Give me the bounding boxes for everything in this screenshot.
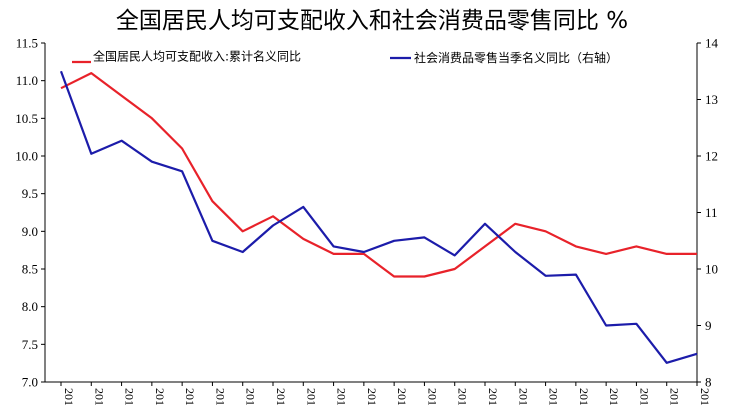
legend: 全国居民人均可支配收入:累计名义同比 社会消费品零售当季名义同比（右轴） <box>72 49 618 65</box>
x-tick-label: 201 <box>183 388 197 405</box>
x-tick-label: 201 <box>213 388 227 405</box>
legend-label-retail: 社会消费品零售当季名义同比（右轴） <box>414 50 618 65</box>
left-tick-label: 8.0 <box>22 299 38 314</box>
x-tick-label: 201 <box>668 388 682 405</box>
right-tick-label: 8 <box>705 375 712 390</box>
left-tick-label: 9.0 <box>22 224 38 239</box>
x-tick-label: 201 <box>244 388 258 405</box>
left-tick-label: 10.5 <box>15 111 38 126</box>
x-tick-label: 201 <box>123 388 137 405</box>
x-tick-label: 201 <box>486 388 500 405</box>
right-tick-label: 9 <box>705 318 712 333</box>
right-tick-label: 11 <box>705 205 718 220</box>
x-tick-label: 201 <box>92 388 106 405</box>
right-tick-label: 13 <box>705 92 718 107</box>
x-tick-label: 201 <box>335 388 349 405</box>
left-tick-label: 8.5 <box>22 262 38 277</box>
x-tick-label: 201 <box>425 388 439 405</box>
right-tick-label: 10 <box>705 262 718 277</box>
left-tick-label: 11.0 <box>16 73 38 88</box>
x-tick-label: 201 <box>637 388 651 405</box>
right-tick-label: 14 <box>705 36 719 51</box>
plot-area <box>44 43 698 383</box>
x-tick-label: 201 <box>577 388 591 405</box>
x-axis: 201 201 201 201 201 201 201 201 201 201 201 201 201 2… <box>60 382 712 405</box>
x-tick-label: 201 <box>547 388 561 405</box>
chart-title: 全国居民人均可支配收入和社会消费品零售同比 % <box>116 8 628 34</box>
left-tick-label: 11.5 <box>16 36 38 51</box>
left-tick-label: 10.0 <box>15 149 38 164</box>
x-tick-label: 201 <box>607 388 621 405</box>
x-tick-label: 201 <box>698 388 712 405</box>
series-lines <box>59 70 698 364</box>
series-line-income <box>60 71 697 278</box>
left-y-axis: 7.0 7.5 8.0 8.5 9.0 9.5 10.0 10.5 11.0 11.5 <box>15 36 45 390</box>
x-tick-label: 201 <box>365 388 379 405</box>
right-y-axis: 8 9 10 11 12 13 14 <box>697 36 719 390</box>
series-line-retail <box>59 70 698 364</box>
left-tick-label: 9.5 <box>22 186 38 201</box>
left-tick-label: 7.5 <box>22 337 38 352</box>
left-tick-label: 7.0 <box>22 375 38 390</box>
x-tick-label: 201 <box>153 388 167 405</box>
x-tick-label: 201 <box>395 388 409 405</box>
x-tick-label: 201 <box>516 388 530 405</box>
right-tick-label: 12 <box>705 149 718 164</box>
x-tick-label: 201 <box>304 388 318 405</box>
x-tick-label: 201 <box>62 388 76 405</box>
x-tick-label: 201 <box>456 388 470 405</box>
x-tick-label: 201 <box>274 388 288 405</box>
legend-label-income: 全国居民人均可支配收入:累计名义同比 <box>93 49 301 64</box>
